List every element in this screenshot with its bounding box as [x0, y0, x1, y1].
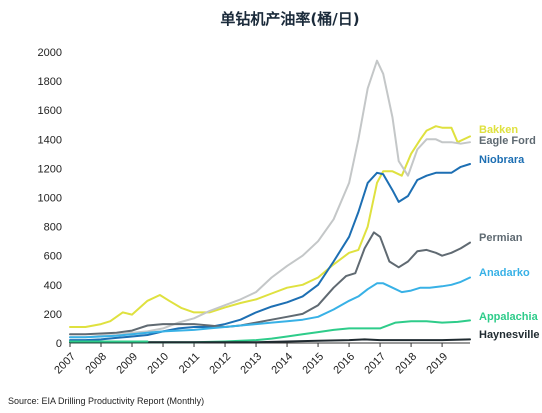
y-tick-label: 2000 — [38, 47, 62, 59]
series-label-niobrara: Niobrara — [479, 154, 525, 166]
plot-lines — [69, 59, 471, 344]
series-line-anadarko-4 — [69, 276, 471, 339]
x-tick-label: 2012 — [207, 351, 233, 377]
y-tick-label: 800 — [44, 222, 62, 234]
series-line-eagle-ford-1 — [69, 59, 471, 339]
x-tick-label: 2016 — [331, 351, 357, 377]
y-tick-label: 0 — [56, 338, 62, 350]
y-tick-label: 1400 — [38, 134, 62, 146]
x-tick-label: 2015 — [300, 351, 326, 377]
series-label-permian: Permian — [479, 232, 523, 244]
series-label-anadarko: Anadarko — [479, 267, 530, 279]
x-tick-label: 2019 — [424, 351, 450, 377]
x-tick-label: 2011 — [177, 351, 202, 376]
y-axis: 0 200 400 600 800 1000 1200 1400 1600 1800 2000 — [38, 47, 62, 350]
x-tick-label: 2007 — [52, 351, 78, 377]
x-tick-label: 2009 — [114, 351, 140, 377]
x-tick-label: 2013 — [238, 351, 264, 377]
y-tick-label: 200 — [44, 309, 62, 321]
y-tick-label: 1600 — [38, 105, 62, 117]
x-tick-label: 2018 — [393, 351, 419, 377]
chart-title: 单钻机产油率(桶/日) — [220, 10, 359, 28]
x-tick-label: 2008 — [83, 351, 109, 377]
series-line-bakken-0 — [69, 125, 471, 328]
y-tick-label: 1000 — [38, 193, 62, 205]
source-note: Source: EIA Drilling Productivity Report… — [8, 396, 204, 406]
series-label-eagle-ford: Eagle Ford — [479, 135, 536, 147]
x-tick-label: 2014 — [269, 351, 295, 377]
y-tick-label: 1800 — [38, 76, 62, 88]
series-label-appalachia: Appalachia — [479, 311, 539, 323]
y-tick-label: 600 — [44, 251, 62, 263]
series-line-permian-3 — [69, 231, 471, 336]
x-tick-label: 2017 — [362, 351, 388, 377]
x-tick-label: 2010 — [145, 351, 171, 377]
y-tick-label: 400 — [44, 280, 62, 292]
series-label-bakken: Bakken — [479, 124, 518, 136]
y-tick-label: 1200 — [38, 163, 62, 175]
series-label-haynesville: Haynesville — [479, 329, 540, 341]
series-line-niobrara-2 — [69, 163, 471, 342]
x-axis: 2007 2008 2009 2010 2011 2012 2013 2014 2015 2016… — [52, 342, 470, 377]
